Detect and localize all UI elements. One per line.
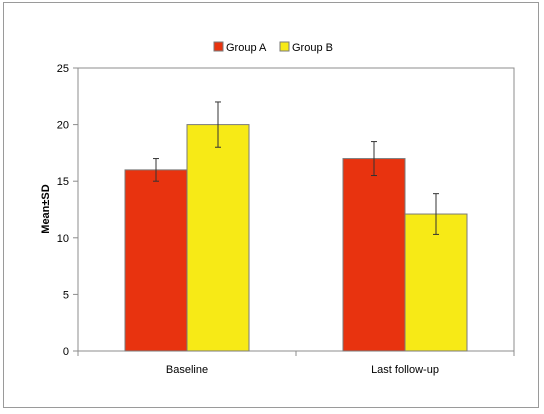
bar-group-b-1 (404, 213, 468, 352)
y-tick-label: 5 (63, 289, 69, 301)
y-axis: 0 5 10 15 20 25 (57, 63, 78, 358)
legend-swatch (279, 41, 290, 52)
y-tick-label: 10 (57, 233, 69, 245)
y-axis-label: Mean±SD (40, 184, 52, 233)
x-tick-label: Last follow-up (371, 364, 439, 376)
x-tick-label: Baseline (166, 364, 208, 376)
x-axis: Baseline Last follow-up (77, 351, 515, 376)
legend: Group A Group B (213, 41, 333, 54)
legend-label: Group B (292, 42, 333, 54)
y-tick-label: 25 (57, 63, 69, 75)
bar-group-a-0 (124, 169, 188, 352)
bar-group-a-1 (342, 158, 406, 352)
bars-group (124, 124, 468, 352)
y-tick-label: 20 (57, 120, 69, 132)
y-tick-label: 0 (63, 346, 69, 358)
legend-swatch (213, 41, 224, 52)
y-tick-label: 15 (57, 176, 69, 188)
legend-label: Group A (226, 42, 267, 54)
error-bars-group (153, 101, 439, 235)
bar-group-b-0 (186, 124, 250, 352)
